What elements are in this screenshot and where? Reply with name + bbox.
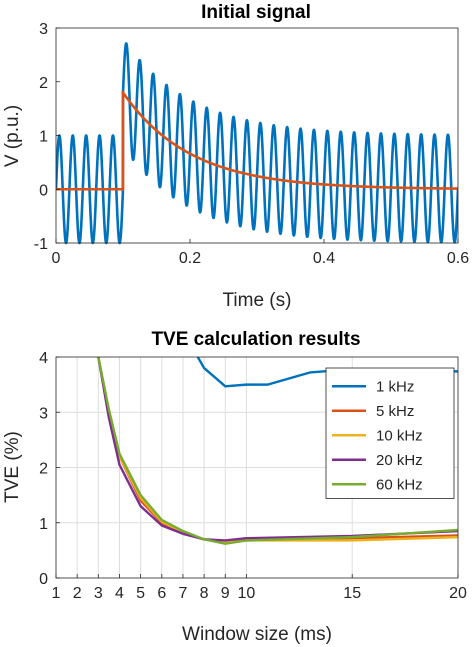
y-tick-label: 3 (39, 405, 48, 422)
x-tick-label: 8 (200, 585, 209, 602)
y-tick-label: 3 (39, 21, 48, 38)
x-tick-label: 1 (52, 585, 61, 602)
y-axis-label: TVE (%) (2, 431, 23, 503)
series-line-20-khz (97, 357, 458, 542)
chart-title: TVE calculation results (151, 329, 360, 350)
legend: 1 kHz 5 kHz 10 kHz 20 kHz 60 kHz (325, 367, 455, 499)
legend-entry: 5 kHz (376, 403, 414, 420)
y-tick-label: 2 (39, 75, 48, 92)
x-tick-label: 4 (115, 585, 124, 602)
legend-entry: 10 kHz (376, 427, 423, 444)
x-tick-label: 2 (73, 585, 82, 602)
x-tick-label: 5 (136, 585, 145, 602)
x-tick-label: 3 (94, 585, 103, 602)
x-tick-label: 0 (52, 250, 61, 267)
chart-tve-results: TVE calculation results 1 2 3 4 5 6 7 8 9 10 15 200… (2, 329, 467, 645)
y-tick-label: 1 (39, 516, 48, 533)
x-tick-label: 6 (157, 585, 166, 602)
y-tick-label: 2 (39, 461, 48, 478)
legend-entry: 60 kHz (376, 476, 423, 493)
legend-entry: 1 kHz (376, 378, 414, 395)
x-tick-label: 7 (178, 585, 187, 602)
chart-title: Initial signal (201, 2, 311, 23)
x-tick-label: 20 (449, 585, 467, 602)
x-tick-label: 0.4 (313, 250, 335, 267)
x-tick-label: 9 (221, 585, 230, 602)
series-line-60-khz (97, 357, 458, 545)
legend-entry: 20 kHz (376, 452, 423, 469)
x-tick-label: 15 (343, 585, 361, 602)
x-axis-label: Window size (ms) (182, 624, 332, 645)
x-tick-label: 0.2 (179, 250, 201, 267)
y-tick-label: 4 (39, 350, 48, 367)
y-tick-label: 0 (39, 182, 48, 199)
x-tick-label: 0.6 (447, 250, 469, 267)
y-tick-label: 0 (39, 571, 48, 588)
series-line-dc-offset (56, 90, 458, 191)
series-group (56, 42, 458, 245)
y-axis-label: V (p.u.) (2, 105, 23, 167)
y-tick-label: -1 (34, 236, 48, 253)
y-tick-label: 1 (39, 129, 48, 146)
x-tick-label: 10 (238, 585, 256, 602)
legend-box (325, 367, 455, 499)
x-axis-label: Time (s) (223, 290, 292, 311)
series-group (97, 357, 458, 545)
